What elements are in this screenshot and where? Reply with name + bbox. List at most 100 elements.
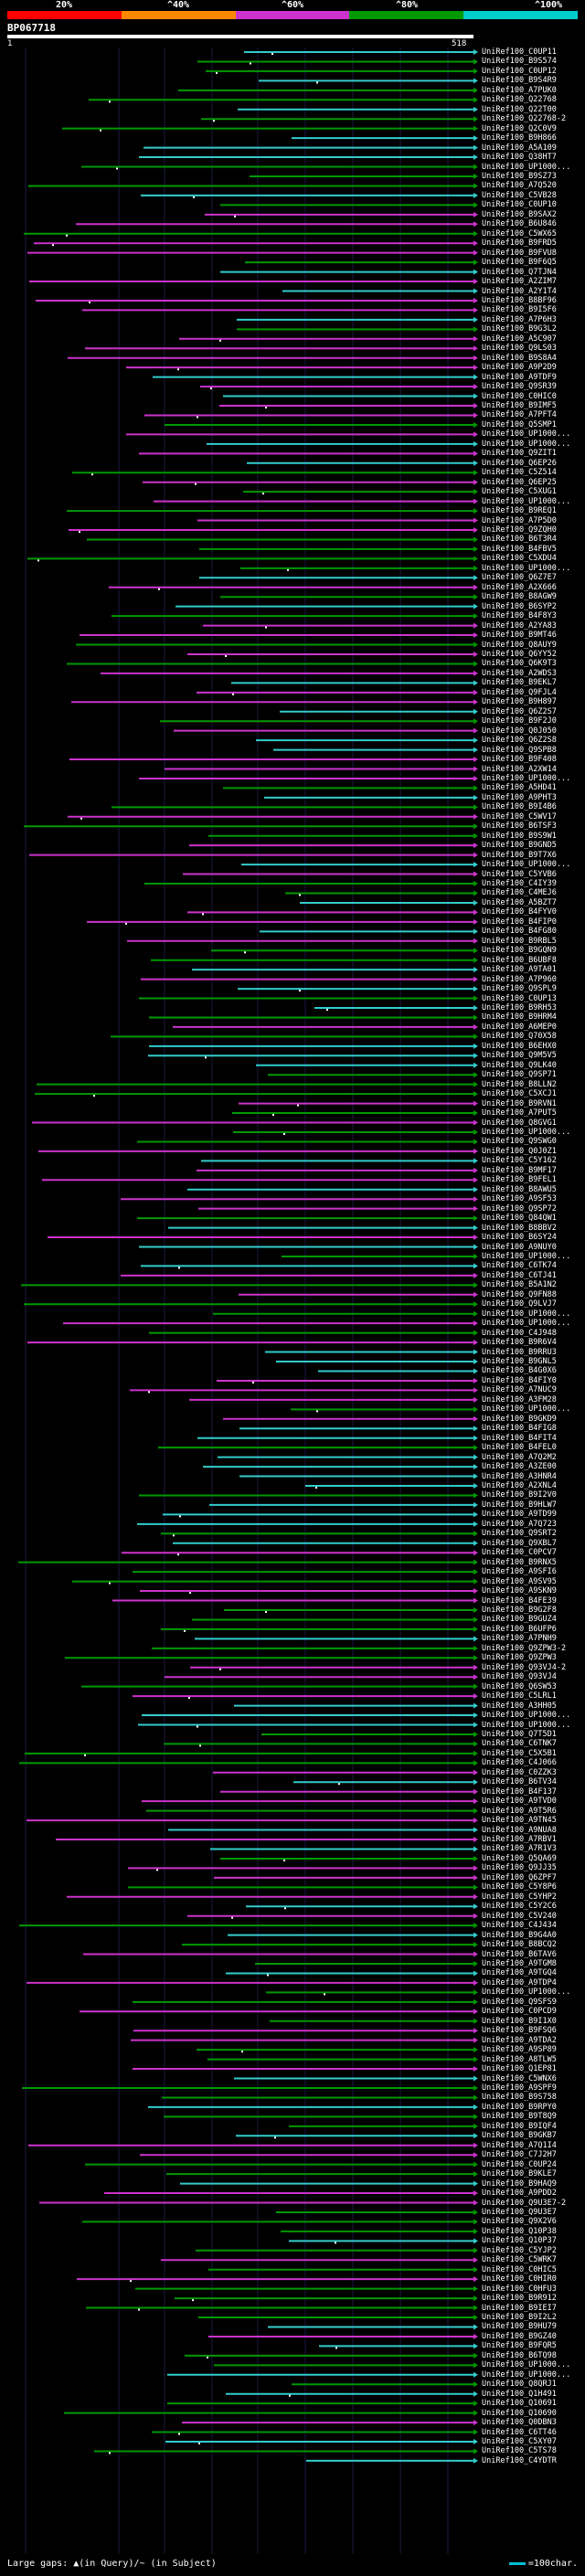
- hit-link[interactable]: UniRef100_UP1000...: [482, 773, 571, 783]
- hit-link[interactable]: UniRef100_A7PFT4: [482, 410, 557, 420]
- hit-link[interactable]: UniRef100_A9SKN9: [482, 1586, 557, 1596]
- hit-link[interactable]: UniRef100_B9T7X6: [482, 850, 557, 860]
- hit-link[interactable]: UniRef100_B9KLE7: [482, 2169, 557, 2179]
- hit-link[interactable]: UniRef100_B8AWU5: [482, 1184, 557, 1194]
- hit-link[interactable]: UniRef100_C0ZZK3: [482, 1767, 557, 1777]
- hit-link[interactable]: UniRef100_B9SAX2: [482, 209, 557, 219]
- hit-link[interactable]: UniRef100_B9G4A0: [482, 1930, 557, 1940]
- hit-link[interactable]: UniRef100_B4G0X6: [482, 1366, 557, 1376]
- hit-link[interactable]: UniRef100_A9T5R6: [482, 1806, 557, 1816]
- hit-link[interactable]: UniRef100_B8BF96: [482, 295, 557, 305]
- hit-link[interactable]: UniRef100_Q0DBN3: [482, 2418, 557, 2428]
- hit-link[interactable]: UniRef100_B9I1X0: [482, 2016, 557, 2026]
- hit-link[interactable]: UniRef100_Q10690: [482, 2408, 557, 2418]
- hit-link[interactable]: UniRef100_Q7T5D1: [482, 1729, 557, 1739]
- hit-link[interactable]: UniRef100_Q9M5V5: [482, 1051, 557, 1061]
- hit-link[interactable]: UniRef100_Q9SPL9: [482, 984, 557, 994]
- hit-link[interactable]: UniRef100_B6T3R4: [482, 535, 557, 545]
- hit-link[interactable]: UniRef100_C0HIC0: [482, 391, 557, 401]
- hit-link[interactable]: UniRef100_Q9X2V6: [482, 2217, 557, 2227]
- hit-link[interactable]: UniRef100_B4F137: [482, 1786, 557, 1797]
- hit-link[interactable]: UniRef100_A5A109: [482, 143, 557, 153]
- hit-link[interactable]: UniRef100_C0PCD9: [482, 2007, 557, 2017]
- hit-link[interactable]: UniRef100_B9FRD5: [482, 239, 557, 249]
- hit-link[interactable]: UniRef100_B4FEL0: [482, 1443, 557, 1453]
- hit-link[interactable]: UniRef100_C5YVB6: [482, 869, 557, 879]
- hit-link[interactable]: UniRef100_A3FM28: [482, 1394, 557, 1405]
- hit-link[interactable]: UniRef100_C5XCJ1: [482, 1089, 557, 1099]
- hit-link[interactable]: UniRef100_A3HH05: [482, 1701, 557, 1711]
- hit-link[interactable]: UniRef100_C5YHP2: [482, 1892, 557, 1902]
- hit-link[interactable]: UniRef100_UP1000...: [482, 496, 571, 506]
- hit-link[interactable]: UniRef100_UP1000...: [482, 1309, 571, 1319]
- hit-link[interactable]: UniRef100_C5XDU4: [482, 554, 557, 564]
- hit-link[interactable]: UniRef100_Q9SFS9: [482, 1997, 557, 2007]
- hit-link[interactable]: UniRef100_A7Q2M2: [482, 1452, 557, 1462]
- hit-link[interactable]: UniRef100_B5A1N2: [482, 1280, 557, 1290]
- hit-link[interactable]: UniRef100_B9RNX5: [482, 1557, 557, 1567]
- hit-link[interactable]: UniRef100_C0UP24: [482, 2159, 557, 2169]
- hit-link[interactable]: UniRef100_A2X666: [482, 582, 557, 592]
- hit-link[interactable]: UniRef100_B4FBV5: [482, 544, 557, 554]
- hit-link[interactable]: UniRef100_Q9FN88: [482, 1289, 557, 1299]
- hit-link[interactable]: UniRef100_Q9FJL4: [482, 687, 557, 697]
- hit-link[interactable]: UniRef100_Q9ZQH0: [482, 525, 557, 535]
- hit-link[interactable]: UniRef100_A7PUT5: [482, 1108, 557, 1118]
- hit-link[interactable]: UniRef100_Q6ZPF7: [482, 1872, 557, 1882]
- hit-link[interactable]: UniRef100_C0PCV7: [482, 1548, 557, 1558]
- hit-link[interactable]: UniRef100_UP1000...: [482, 1127, 571, 1137]
- hit-link[interactable]: UniRef100_Q8AUY9: [482, 640, 557, 650]
- hit-link[interactable]: UniRef100_C4IY39: [482, 879, 557, 889]
- hit-link[interactable]: UniRef100_A7PUK0: [482, 85, 557, 95]
- hit-link[interactable]: UniRef100_B9EKL7: [482, 678, 557, 688]
- hit-link[interactable]: UniRef100_C5TS78: [482, 2446, 557, 2456]
- hit-link[interactable]: UniRef100_Q1EP81: [482, 2064, 557, 2074]
- hit-link[interactable]: UniRef100_C5WX65: [482, 228, 557, 239]
- hit-link[interactable]: UniRef100_B8BBV2: [482, 1223, 557, 1233]
- hit-link[interactable]: UniRef100_B9GQN9: [482, 946, 557, 956]
- hit-link[interactable]: UniRef100_B9RRU3: [482, 1347, 557, 1357]
- hit-link[interactable]: UniRef100_C5Y2C6: [482, 1902, 557, 1912]
- hit-link[interactable]: UniRef100_UP1000...: [482, 1711, 571, 1721]
- hit-link[interactable]: UniRef100_B9RVN1: [482, 1098, 557, 1108]
- hit-link[interactable]: UniRef100_B4F8Y3: [482, 611, 557, 621]
- hit-link[interactable]: UniRef100_B9SZ73: [482, 171, 557, 181]
- hit-link[interactable]: UniRef100_B8AGW9: [482, 592, 557, 602]
- hit-link[interactable]: UniRef100_C5Z514: [482, 468, 557, 478]
- hit-link[interactable]: UniRef100_Q84QW1: [482, 1214, 557, 1224]
- hit-link[interactable]: UniRef100_C0UP13: [482, 993, 557, 1003]
- hit-link[interactable]: UniRef100_B9MT46: [482, 631, 557, 641]
- hit-link[interactable]: UniRef100_A2WDS3: [482, 668, 557, 678]
- hit-link[interactable]: UniRef100_B6TV34: [482, 1777, 557, 1787]
- hit-link[interactable]: UniRef100_UP1000...: [482, 2360, 571, 2370]
- hit-link[interactable]: UniRef100_B9HU79: [482, 2322, 557, 2332]
- hit-link[interactable]: UniRef100_A9TD99: [482, 1510, 557, 1520]
- hit-link[interactable]: UniRef100_Q22768: [482, 95, 557, 105]
- hit-link[interactable]: UniRef100_Q5QA69: [482, 1853, 557, 1863]
- hit-link[interactable]: UniRef100_C0HIC5: [482, 2264, 557, 2274]
- hit-link[interactable]: UniRef100_Q9SR39: [482, 382, 557, 392]
- hit-link[interactable]: UniRef100_Q7TJN4: [482, 267, 557, 277]
- hit-link[interactable]: UniRef100_Q9XBL7: [482, 1538, 557, 1548]
- hit-link[interactable]: UniRef100_A7Q520: [482, 181, 557, 191]
- hit-link[interactable]: UniRef100_B9S4R9: [482, 76, 557, 86]
- hit-link[interactable]: UniRef100_B8LLN2: [482, 1079, 557, 1089]
- hit-link[interactable]: UniRef100_A9TGM8: [482, 1959, 557, 1968]
- hit-link[interactable]: UniRef100_B9HRM4: [482, 1012, 557, 1023]
- hit-link[interactable]: UniRef100_Q93VJ4-2: [482, 1662, 567, 1672]
- hit-link[interactable]: UniRef100_A9SP89: [482, 2045, 557, 2055]
- hit-link[interactable]: UniRef100_UP1000...: [482, 429, 571, 440]
- hit-link[interactable]: UniRef100_B9RBL5: [482, 936, 557, 946]
- hit-link[interactable]: UniRef100_C0HIR0: [482, 2274, 557, 2284]
- hit-link[interactable]: UniRef100_B9H866: [482, 133, 557, 143]
- hit-link[interactable]: UniRef100_C5Y8P6: [482, 1882, 557, 1892]
- hit-link[interactable]: UniRef100_UP1000...: [482, 1405, 571, 1415]
- hit-link[interactable]: UniRef100_Q6K9T3: [482, 659, 557, 669]
- hit-link[interactable]: UniRef100_Q9SRT2: [482, 1529, 557, 1539]
- hit-link[interactable]: UniRef100_B9S574: [482, 57, 557, 67]
- hit-link[interactable]: UniRef100_B9GZ40: [482, 2331, 557, 2341]
- hit-link[interactable]: UniRef100_C4MEJ6: [482, 888, 557, 898]
- hit-link[interactable]: UniRef100_Q1H491: [482, 2389, 557, 2399]
- hit-link[interactable]: UniRef100_Q10P37: [482, 2236, 557, 2246]
- hit-link[interactable]: UniRef100_A7Q723: [482, 1519, 557, 1529]
